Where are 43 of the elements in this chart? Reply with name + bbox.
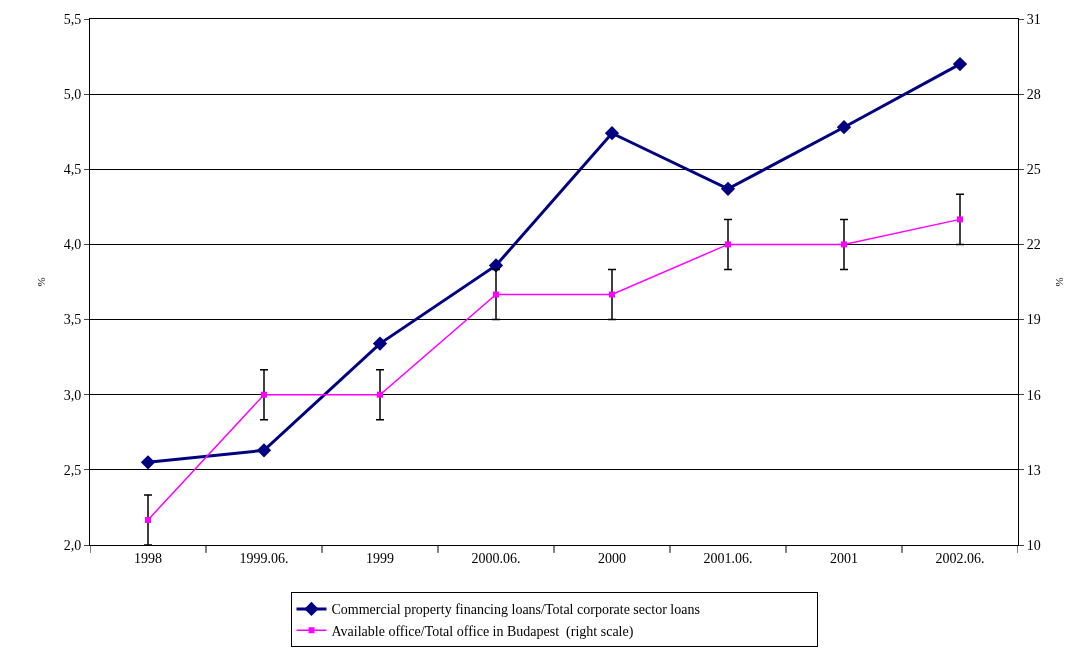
y-tick-label: 5,5 [63, 11, 82, 27]
y-tick-label: 2,0 [63, 537, 82, 553]
x-tick-label: 2001 [830, 550, 858, 566]
x-tick-label: 2000.06. [471, 550, 521, 566]
y-tick-label: 2,5 [63, 462, 82, 478]
point [256, 443, 272, 458]
x-tick-label: 1999 [366, 550, 394, 566]
y2-tick-label: 25 [1026, 162, 1041, 178]
point [609, 291, 615, 298]
y2-axis-title: % [1053, 277, 1065, 287]
y2-tick-label: 22 [1026, 237, 1041, 253]
y-tick-label: 3,0 [63, 387, 82, 403]
point [145, 516, 151, 523]
point [493, 291, 499, 298]
point [836, 120, 852, 135]
legend-label: Available office/Total office in Budapest (right scale) [331, 623, 634, 640]
point [261, 391, 267, 398]
y2-tick-label: 19 [1026, 312, 1041, 328]
y2-tick-label: 13 [1026, 462, 1041, 478]
y2-tick-label: 10 [1026, 537, 1041, 553]
y-tick-label: 3,5 [63, 312, 82, 328]
y-tick-label: 4,5 [63, 162, 82, 178]
point [841, 241, 847, 248]
y-axis-title: % [35, 277, 48, 287]
y2-tick-label: 28 [1026, 87, 1041, 103]
point [372, 336, 388, 351]
x-tick-label: 1999.06. [239, 550, 289, 566]
y-tick-label: 5,0 [63, 87, 82, 103]
y-tick-label: 4,0 [63, 237, 82, 253]
point [140, 455, 156, 470]
y2-tick-label: 31 [1026, 11, 1041, 27]
point [952, 56, 968, 72]
legend-label: Commercial property financing loans/Total corporate sector loans [331, 602, 700, 618]
point [957, 216, 963, 223]
point [377, 391, 383, 398]
point [725, 241, 731, 248]
x-tick-label: 1998 [134, 550, 162, 566]
x-tick-label: 2002.06. [935, 550, 985, 566]
point [720, 181, 736, 196]
x-tick-label: 2001.06. [703, 550, 753, 566]
y2-tick-label: 16 [1026, 387, 1041, 403]
x-tick-label: 2000 [598, 550, 626, 566]
point [604, 126, 620, 141]
